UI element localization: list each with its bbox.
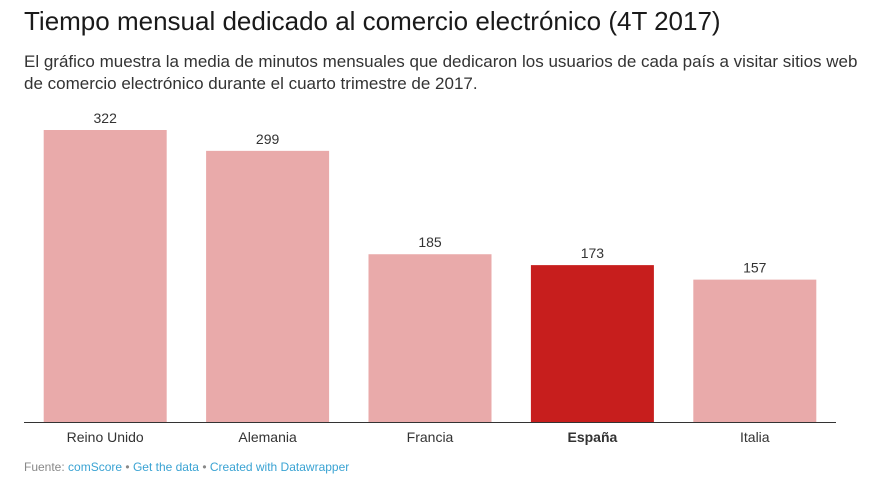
category-label-francia: Francia — [407, 429, 454, 445]
category-label-reino-unido: Reino Unido — [67, 429, 144, 445]
bar-italia — [693, 279, 817, 422]
value-label-alemania: 299 — [256, 131, 280, 147]
chart-footer: Fuente: comScore • Get the data • Create… — [24, 459, 349, 475]
source-label: Fuente: — [24, 460, 69, 474]
bar-reino-unido — [43, 130, 167, 422]
category-label-alemania: Alemania — [238, 429, 297, 445]
value-label-reino-unido: 322 — [94, 110, 118, 126]
category-label-italia: Italia — [740, 429, 770, 445]
created-with-datawrapper-link[interactable]: Created with Datawrapper — [209, 460, 350, 474]
value-label-espana: 173 — [581, 245, 605, 261]
bar-francia — [368, 254, 492, 422]
get-the-data-link[interactable]: Get the data — [132, 460, 199, 474]
footer-separator: • — [122, 460, 133, 474]
bar-chart: 322 Reino Unido 299 Alemania 185 Francia 173 Es… — [24, 110, 836, 445]
category-label-espana: España — [567, 429, 617, 445]
footer-separator: • — [198, 460, 210, 474]
bar-alemania — [206, 150, 330, 422]
chart-subtitle: El gráfico muestra la media de minutos m… — [24, 52, 858, 93]
source-link[interactable]: comScore — [68, 460, 123, 474]
value-label-francia: 185 — [418, 234, 442, 250]
bar-espana — [530, 265, 654, 422]
value-label-italia: 157 — [743, 260, 767, 276]
chart-title: Tiempo mensual dedicado al comercio elec… — [24, 6, 721, 36]
